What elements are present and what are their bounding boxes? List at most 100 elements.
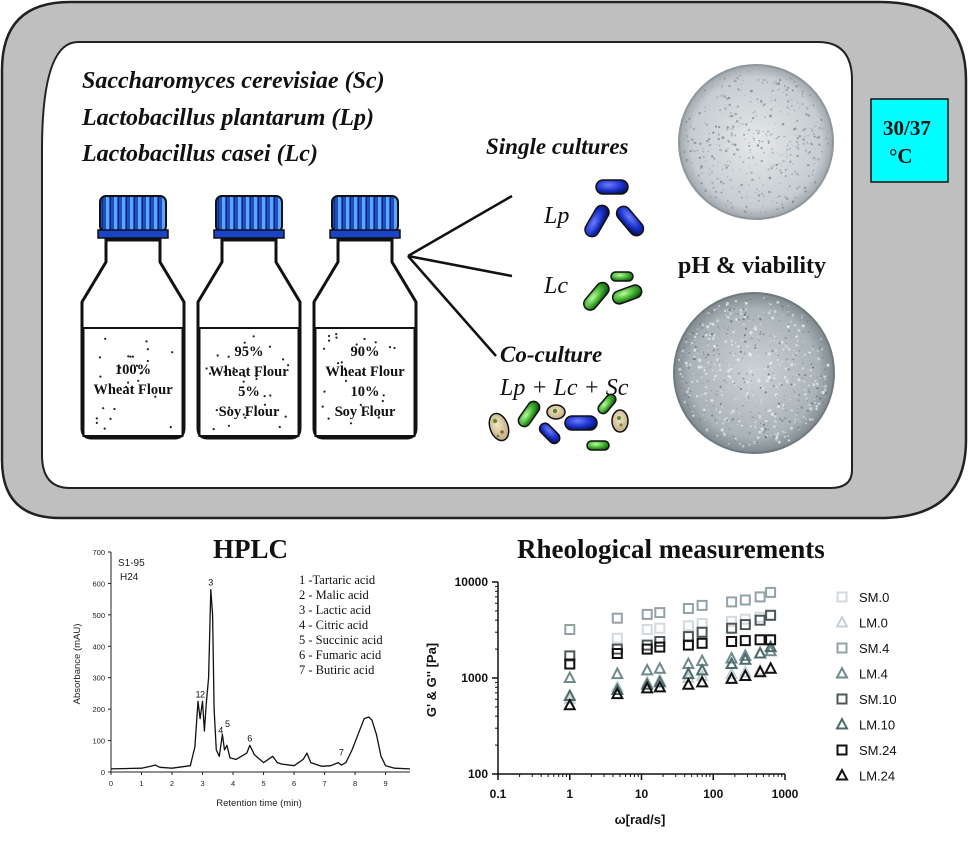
colony-spot [735, 80, 737, 83]
colony-spot [725, 97, 729, 100]
colony-spot [757, 335, 759, 338]
colony-spot [725, 166, 728, 169]
colony-spot [812, 156, 816, 160]
colony-spot [783, 135, 786, 138]
colony-spot [786, 410, 788, 412]
rheology-point [738, 668, 752, 681]
colony-spot [808, 351, 811, 355]
flour-dot [99, 375, 102, 378]
colony-spot [756, 144, 760, 147]
colony-spot [811, 348, 814, 351]
colony-spot [774, 99, 777, 102]
hplc-peak-label: 2 [200, 689, 205, 699]
bottle-3-line-2: Wheat Flour [325, 364, 405, 380]
colony-spot [706, 117, 708, 119]
colony-spot [759, 322, 762, 325]
colony-spot [784, 367, 788, 371]
colony-spot [742, 308, 745, 311]
colony-spot [730, 339, 733, 342]
colony-spot [786, 156, 788, 158]
colony-spot [753, 110, 756, 113]
colony-spot [790, 426, 793, 430]
colony-spot [733, 143, 737, 147]
colony-spot [711, 171, 713, 174]
colony-spot [774, 413, 777, 416]
rheology-legend-label: LM.24 [859, 769, 895, 784]
colony-spot [738, 149, 740, 151]
colony-spot [729, 179, 732, 182]
flour-dot [278, 425, 281, 429]
colony-spot [790, 383, 793, 386]
colony-spot [785, 148, 789, 151]
flour-dot [242, 413, 245, 416]
organism-lp: Lactobacillus plantarum (Lp) [81, 105, 374, 131]
colony-spot [786, 315, 788, 317]
colony-spot [819, 397, 822, 400]
colony-spot [763, 131, 765, 133]
rheology-point [611, 632, 623, 644]
colony-spot [772, 336, 774, 338]
rheology-point [654, 641, 666, 653]
colony-spot [770, 97, 772, 99]
colony-spot [713, 363, 716, 366]
colony-spot [732, 435, 734, 438]
rheology-point [753, 664, 767, 678]
colony-spot [784, 337, 787, 340]
bottle-2-line-4: Soy Flour [219, 404, 280, 420]
colony-spot [759, 182, 761, 184]
rheology-point [726, 622, 738, 634]
colony-spot [707, 341, 709, 343]
rheology-series [563, 661, 778, 705]
rheology-x-tick-label: 100 [703, 787, 723, 801]
colony-spot [762, 105, 765, 107]
flour-dot [327, 334, 331, 338]
colony-spot [715, 422, 718, 425]
colony-spot [753, 327, 757, 331]
rheology-point [610, 686, 624, 700]
colony-spot [735, 211, 737, 213]
colony-spot [745, 299, 748, 302]
colony-spot [737, 88, 740, 91]
colony-spot [742, 377, 745, 380]
colony-spot [796, 154, 798, 157]
rheology-point [739, 619, 751, 631]
colony-spot [745, 319, 747, 321]
colony-spot [696, 394, 699, 398]
colony-spot [793, 109, 796, 111]
colony-spot [788, 313, 790, 315]
colony-spot [747, 395, 750, 398]
rheology-point [754, 591, 766, 603]
colony-spot [697, 350, 699, 352]
colony-spot [821, 385, 824, 388]
colony-spot [824, 374, 826, 376]
colony-spot [720, 112, 722, 114]
colony-spot [716, 358, 719, 362]
flour-dot [284, 415, 287, 418]
colony-spot [786, 379, 789, 383]
colony-spot [762, 312, 764, 314]
colony-spot [713, 374, 717, 378]
colony-spot [769, 133, 772, 136]
colony-spot [785, 345, 789, 349]
colony-spot [764, 313, 766, 315]
colony-spot [734, 299, 738, 303]
colony-spot [794, 363, 797, 366]
colony-spot [794, 395, 797, 398]
colony-spot [801, 317, 803, 319]
colony-spot [732, 128, 734, 131]
colony-spot [695, 349, 697, 351]
colony-spot [704, 160, 706, 162]
colony-spot [769, 340, 772, 343]
colony-spot [820, 124, 822, 126]
colony-spot [727, 147, 729, 150]
hplc-sample-line-1: S1-95 [118, 558, 145, 569]
rheology-point [641, 608, 653, 620]
colony-spot [767, 375, 771, 379]
colony-spot [763, 79, 765, 81]
colony-spot [752, 132, 755, 135]
colony-spot [772, 425, 776, 429]
colony-spot [765, 409, 768, 411]
colony-spot [820, 375, 823, 377]
colony-spot [782, 309, 784, 310]
